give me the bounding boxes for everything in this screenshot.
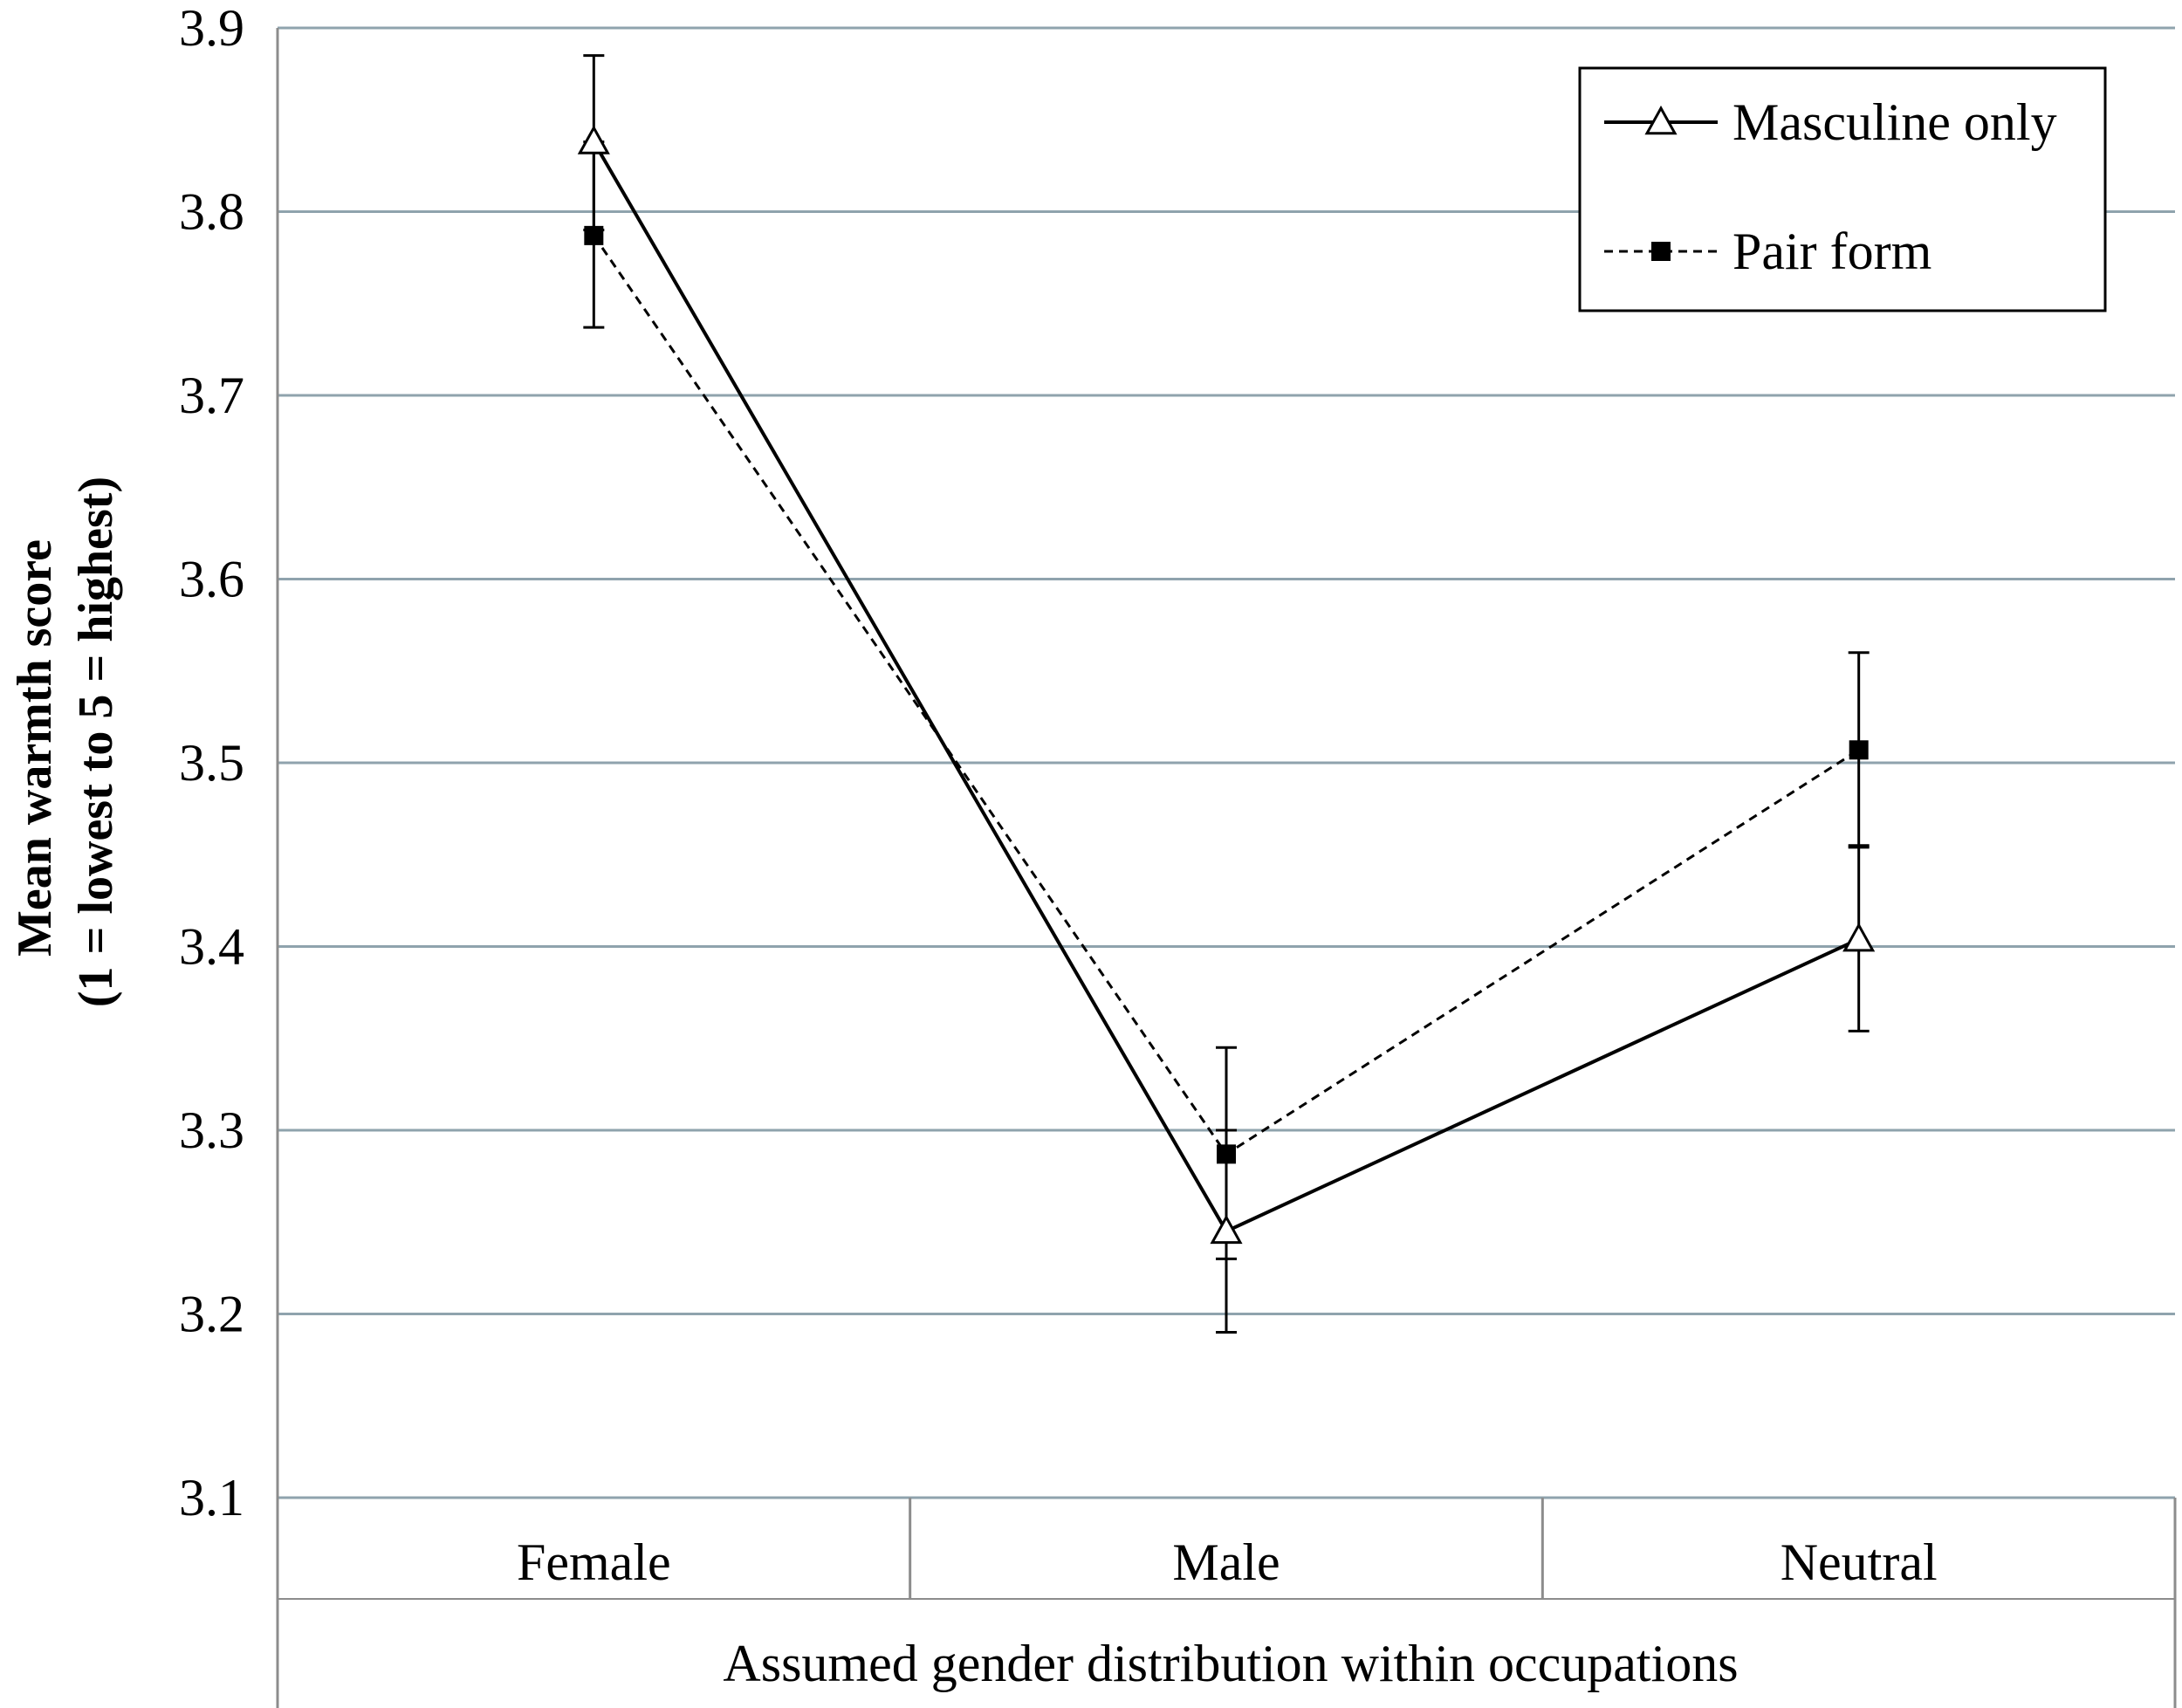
- marker-triangle: [577, 125, 610, 154]
- y-tick-label: 3.3: [179, 1101, 244, 1159]
- legend-box: [1578, 66, 2107, 312]
- x-axis-title: Assumed gender distribution within occup…: [723, 1635, 1738, 1692]
- marker-square: [1651, 242, 1671, 261]
- y-tick-label: 3.5: [179, 734, 244, 792]
- marker-square: [1849, 740, 1869, 760]
- legend-label-2: Pair form: [1733, 223, 1932, 280]
- y-axis-title-line-1: Mean warmth score: [8, 539, 62, 957]
- y-tick-label: 3.8: [179, 183, 244, 241]
- y-tick-label: 3.1: [179, 1469, 244, 1526]
- series-line-2: [593, 235, 1860, 1156]
- y-axis-title-line-2: (1 = lowest to 5 = highest): [69, 477, 123, 1007]
- y-tick-labels: 3.1 3.2 3.3 3.4 3.5 3.6 3.7 3.8 3.9: [179, 0, 244, 1526]
- x-category-labels: Female Male Neutral: [517, 1533, 1938, 1591]
- marker-triangle: [1842, 922, 1876, 952]
- marker-triangle: [1644, 105, 1678, 135]
- y-tick-label: 3.4: [179, 918, 244, 976]
- marker-square: [1217, 1144, 1236, 1164]
- series-markers: [577, 125, 1876, 1245]
- axes: [276, 28, 2177, 1708]
- marker-square: [584, 225, 604, 245]
- y-tick-label: 3.6: [179, 551, 244, 608]
- y-tick-label: 3.2: [179, 1286, 244, 1343]
- gridlines: [278, 26, 2175, 1499]
- marker-triangle: [1210, 1214, 1243, 1245]
- x-category-label: Male: [1172, 1533, 1280, 1591]
- y-tick-label: 3.7: [179, 367, 244, 424]
- legend-label-1: Masculine only: [1733, 93, 2057, 151]
- legend: Masculine only Pair form: [1578, 66, 2107, 312]
- x-category-label: Neutral: [1781, 1533, 1938, 1591]
- y-tick-label: 3.9: [179, 0, 244, 57]
- x-category-label: Female: [517, 1533, 671, 1591]
- y-axis-title: Mean warmth score (1 = lowest to 5 = hig…: [8, 477, 123, 1007]
